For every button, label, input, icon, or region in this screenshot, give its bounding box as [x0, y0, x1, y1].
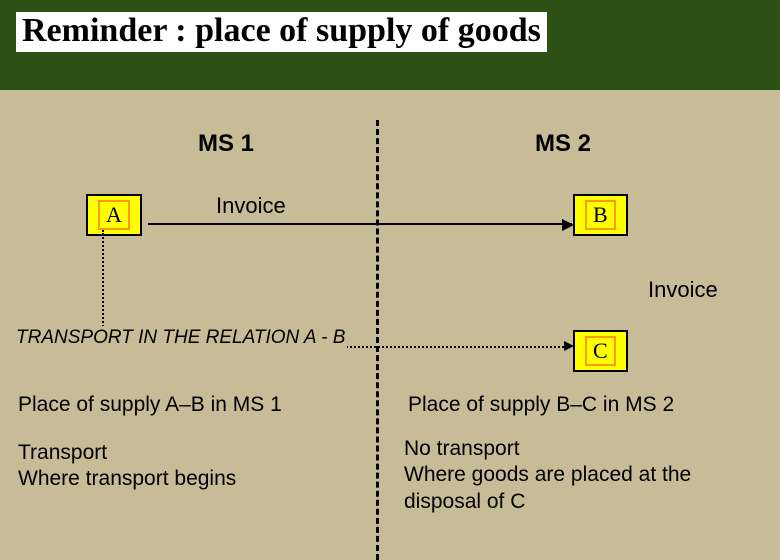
diagram-stage: MS 1 MS 2 A B C Invoice Invoice TRANSPOR…: [0, 90, 780, 540]
no-transport-block: No transport Where goods are placed at t…: [404, 436, 691, 515]
header-bar: Reminder : place of supply of goods: [0, 0, 780, 90]
node-c: C: [573, 330, 628, 372]
transport-begins-block: Transport Where transport begins: [18, 440, 236, 493]
invoice-ab-label: Invoice: [216, 192, 286, 220]
transport-begins-line2: Where transport begins: [18, 466, 236, 492]
place-of-supply-ab: Place of supply A–B in MS 1: [18, 392, 282, 418]
dotted-arrowhead-icon: [564, 341, 574, 351]
arrow-a-to-b: [148, 223, 572, 225]
place-of-supply-bc: Place of supply B–C in MS 2: [408, 392, 674, 418]
invoice-bc-label: Invoice: [648, 276, 718, 304]
no-transport-line2: Where goods are placed at the: [404, 462, 691, 488]
no-transport-line1: No transport: [404, 436, 691, 462]
transport-begins-line1: Transport: [18, 440, 236, 466]
node-b: B: [573, 194, 628, 236]
no-transport-line3: disposal of C: [404, 489, 691, 515]
ms-divider-line: [376, 120, 379, 560]
node-a-label: A: [98, 200, 130, 230]
ms1-label: MS 1: [198, 130, 254, 158]
ms2-label: MS 2: [535, 130, 591, 158]
node-b-label: B: [585, 200, 616, 230]
node-a: A: [86, 194, 142, 236]
node-c-label: C: [585, 336, 616, 366]
transport-relation-label: TRANSPORT IN THE RELATION A - B: [14, 326, 347, 350]
page-title: Reminder : place of supply of goods: [16, 12, 547, 52]
